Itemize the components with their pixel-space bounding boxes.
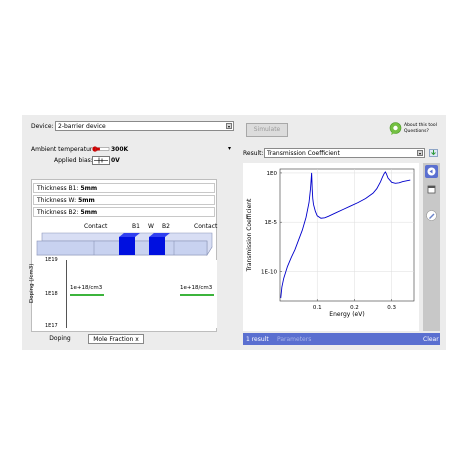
x-tick-label-2: 0.3 — [387, 305, 396, 311]
about-tool-link[interactable]: About this tool Questions? — [389, 121, 441, 137]
doping-tick-1e19: 1E19 — [45, 257, 58, 263]
x-tick-label-0: 0.1 — [313, 305, 322, 311]
edit-button[interactable] — [425, 209, 438, 222]
simulate-button[interactable]: Simulate — [246, 123, 288, 137]
clear-button[interactable]: Clear — [423, 336, 439, 343]
barrier-b1 — [119, 237, 135, 255]
y-tick-label-2: 1E-10 — [261, 269, 277, 275]
doping-ylabel: Doping (/cm3) — [29, 263, 35, 303]
ambient-temperature-value[interactable]: 300K — [111, 146, 129, 153]
b2-label: B2 — [162, 223, 170, 230]
plot-panel: 0.1 0.2 0.3 1E0 1E-5 1E-10 Energy (eV) Transmis… — [243, 163, 419, 331]
thickness-w-row[interactable]: Thickness W: 5mm — [33, 195, 215, 205]
doping-right-value: 1e+18/cm3 — [180, 285, 213, 291]
result-value: Transmission Coefficient — [267, 150, 340, 157]
doping-plot: Doping (/cm3) 1E19 1E18 1E17 1e+18/cm3 1… — [29, 255, 217, 333]
thickness-b2-row[interactable]: Thickness B2: 5mm — [33, 207, 215, 217]
series-line-0 — [280, 171, 411, 299]
temperature-menu-arrow-icon[interactable]: ▾ — [228, 145, 232, 152]
barrier-b2 — [149, 237, 165, 255]
device-value: 2-barrier device — [58, 123, 106, 130]
y-axis-label: Transmission Coefficient — [246, 198, 253, 272]
thickness-b2-value[interactable]: 5mm — [80, 209, 98, 216]
y-tick-label-0: 1E0 — [267, 171, 278, 177]
device-structure-diagram: Contact B1 W B2 Contact — [34, 220, 218, 260]
download-icon — [429, 149, 438, 157]
result-label: Result: — [243, 150, 264, 157]
contact-left-label: Contact — [84, 223, 108, 230]
thickness-w-value[interactable]: 5mm — [78, 197, 95, 204]
window-icon — [427, 185, 436, 194]
device-label: Device: — [31, 123, 54, 130]
doping-plot-area[interactable]: 1e+18/cm3 1e+18/cm3 — [66, 260, 217, 328]
device-select[interactable]: 2-barrier device — [55, 121, 234, 131]
applied-bias-label: Applied bias: — [54, 157, 93, 164]
left-arrow-icon — [427, 167, 436, 176]
questions-text[interactable]: Questions? — [404, 129, 429, 134]
help-bubble-icon — [389, 122, 402, 135]
bias-stepper-icon — [94, 157, 108, 164]
barrier-b2-top — [149, 233, 170, 237]
contact-right-label: Contact — [194, 223, 218, 230]
ambient-temperature-label: Ambient temperature: — [31, 146, 98, 153]
x-axis-label: Energy (eV) — [329, 311, 364, 318]
tab-mole-fraction[interactable]: Mole Fraction x — [88, 334, 144, 344]
doping-tick-1e17: 1E17 — [45, 323, 58, 329]
y-tick-label-1: 1E-5 — [265, 220, 278, 226]
window-view-button[interactable] — [425, 183, 438, 196]
result-select[interactable]: Transmission Coefficient — [264, 148, 425, 158]
status-bar: 1 result Parameters Clear — [243, 333, 440, 345]
barrier-b1-top — [119, 233, 140, 237]
prev-result-button[interactable] — [425, 165, 438, 178]
download-button[interactable] — [429, 148, 439, 158]
b1-label: B1 — [132, 223, 140, 230]
thermometer-icon — [92, 146, 110, 152]
doping-left-line — [70, 294, 104, 296]
view-sidebar — [423, 163, 440, 331]
chevron-down-icon — [417, 150, 423, 156]
bias-stepper[interactable] — [92, 156, 110, 165]
doping-right-line — [180, 294, 214, 296]
thickness-b1-row[interactable]: Thickness B1: 5mm — [33, 183, 215, 193]
thickness-b1-label: Thickness B1: — [37, 185, 79, 192]
tab-doping[interactable]: Doping — [49, 335, 71, 342]
result-count: 1 result — [246, 336, 269, 343]
thickness-b2-label: Thickness B2: — [37, 209, 79, 216]
parameters-link[interactable]: Parameters — [277, 336, 312, 343]
doping-tick-1e18: 1E18 — [45, 291, 58, 297]
x-tick-label-1: 0.2 — [350, 305, 359, 311]
thickness-w-label: Thickness W: — [37, 197, 77, 204]
device-layers[interactable] — [34, 231, 216, 259]
applied-bias-value[interactable]: 0V — [111, 157, 120, 164]
doping-left-value: 1e+18/cm3 — [70, 285, 103, 291]
transmission-chart[interactable]: 0.1 0.2 0.3 1E0 1E-5 1E-10 Energy (eV) Transmis… — [243, 163, 419, 331]
pencil-icon — [426, 210, 437, 221]
about-tool-text[interactable]: About this tool — [404, 123, 437, 128]
thermometer-slider[interactable] — [92, 146, 110, 152]
thickness-b1-value[interactable]: 5mm — [80, 185, 98, 192]
w-label: W — [148, 223, 154, 230]
chevron-down-icon — [226, 123, 232, 129]
